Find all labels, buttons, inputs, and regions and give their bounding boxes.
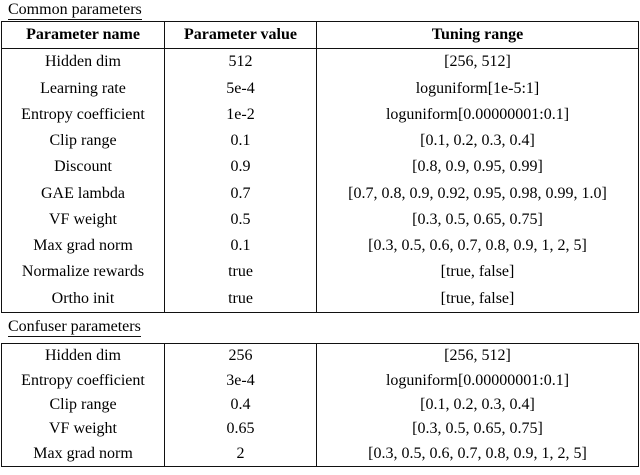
tuning-range-cell: [256, 512] — [316, 343, 639, 369]
tuning-range-cell: [0.8, 0.9, 0.95, 0.99] — [316, 154, 639, 181]
parameter-value-cell: 1e-2 — [164, 101, 317, 128]
table-row: Ortho init true [true, false] — [2, 285, 639, 313]
table-row: Discount 0.9 [0.8, 0.9, 0.95, 0.99] — [2, 154, 639, 181]
table-row: VF weight 0.5 [0.3, 0.5, 0.65, 0.75] — [2, 206, 639, 233]
tuning-range-cell: [0.1, 0.2, 0.3, 0.4] — [316, 392, 639, 418]
tuning-range-cell: [256, 512] — [316, 48, 639, 76]
parameter-name-cell: Hidden dim — [45, 53, 121, 71]
parameter-value-cell: true — [164, 259, 317, 286]
tuning-range-cell: loguniform[0.00000001:0.1] — [316, 101, 639, 128]
table-row: Max grad norm 0.1 [0.3, 0.5, 0.6, 0.7, 0… — [2, 232, 639, 260]
table-row: Normalize rewards true [true, false] — [2, 259, 639, 286]
parameter-name-cell: Clip range — [49, 395, 117, 413]
table-header-row: Parameter name Parameter value Tuning ra… — [1, 21, 639, 49]
tuning-range-cell: [0.3, 0.5, 0.65, 0.75] — [316, 417, 639, 442]
parameter-name-cell: Discount — [54, 158, 112, 176]
tuning-range-cell: [0.1, 0.2, 0.3, 0.4] — [316, 127, 639, 155]
parameter-name-cell: Entropy coefficient — [21, 105, 145, 123]
tuning-range-cell: loguniform[1e-5:1] — [316, 75, 639, 102]
parameter-name-cell: Max grad norm — [33, 444, 133, 462]
parameter-name-cell: Entropy coefficient — [21, 371, 145, 389]
parameter-value-cell: 0.4 — [164, 392, 317, 418]
tuning-range-cell: [0.7, 0.8, 0.9, 0.92, 0.95, 0.98, 0.99, … — [316, 180, 639, 207]
section-title-common-parameters: Common parameters — [8, 1, 142, 20]
column-header-tuning-range: Tuning range — [316, 21, 639, 49]
parameter-name-cell: Max grad norm — [33, 237, 133, 255]
parameter-value-cell: 3e-4 — [164, 368, 317, 393]
parameter-value-cell: 0.1 — [164, 127, 317, 155]
table-row: Clip range 0.4 [0.1, 0.2, 0.3, 0.4] — [2, 392, 639, 418]
section-title-confuser-parameters: Confuser parameters — [8, 318, 141, 337]
parameter-value-cell: 2 — [164, 441, 317, 467]
column-header-parameter-name: Parameter name — [1, 21, 165, 49]
table-row: Clip range 0.1 [0.1, 0.2, 0.3, 0.4] — [2, 127, 639, 155]
parameter-name-cell: VF weight — [49, 210, 117, 228]
parameter-value-cell: 0.1 — [164, 232, 317, 260]
tuning-range-cell: [true, false] — [316, 285, 639, 313]
parameter-name-cell: Normalize rewards — [21, 263, 145, 281]
common-parameters-table: Parameter name Parameter value Tuning ra… — [1, 21, 639, 313]
tuning-range-cell: loguniform[0.00000001:0.1] — [316, 368, 639, 393]
parameter-value-cell: 0.5 — [164, 206, 317, 233]
parameter-name-cell: VF weight — [49, 420, 117, 438]
table-row: Hidden dim 512 [256, 512] — [2, 48, 639, 76]
section-title-text: Common parameters — [8, 1, 142, 20]
parameter-value-cell: 5e-4 — [164, 75, 317, 102]
table-row: GAE lambda 0.7 [0.7, 0.8, 0.9, 0.92, 0.9… — [2, 180, 639, 207]
parameter-name-cell: Learning rate — [40, 79, 126, 97]
table-row: Max grad norm 2 [0.3, 0.5, 0.6, 0.7, 0.8… — [2, 441, 639, 467]
tuning-range-cell: [true, false] — [316, 259, 639, 286]
parameter-value-cell: 512 — [164, 48, 317, 76]
table-row: VF weight 0.65 [0.3, 0.5, 0.65, 0.75] — [2, 417, 639, 442]
parameter-value-cell: true — [164, 285, 317, 313]
parameter-value-cell: 0.65 — [164, 417, 317, 442]
parameter-value-cell: 0.7 — [164, 180, 317, 207]
table-row: Hidden dim 256 [256, 512] — [2, 343, 639, 369]
tuning-range-cell: [0.3, 0.5, 0.6, 0.7, 0.8, 0.9, 1, 2, 5] — [316, 441, 639, 467]
tuning-range-cell: [0.3, 0.5, 0.65, 0.75] — [316, 206, 639, 233]
parameter-name-cell: Clip range — [49, 132, 117, 150]
section-title-text: Confuser parameters — [8, 318, 141, 337]
parameter-name-cell: GAE lambda — [41, 184, 125, 202]
column-header-parameter-value: Parameter value — [164, 21, 317, 49]
table-row: Learning rate 5e-4 loguniform[1e-5:1] — [2, 75, 639, 102]
table-row: Entropy coefficient 1e-2 loguniform[0.00… — [2, 101, 639, 128]
parameter-value-cell: 0.9 — [164, 154, 317, 181]
table-row: Entropy coefficient 3e-4 loguniform[0.00… — [2, 368, 639, 393]
parameter-name-cell: Ortho init — [51, 289, 115, 307]
tuning-range-cell: [0.3, 0.5, 0.6, 0.7, 0.8, 0.9, 1, 2, 5] — [316, 232, 639, 260]
parameter-name-cell: Hidden dim — [45, 347, 121, 365]
confuser-parameters-table: Hidden dim 256 [256, 512] Entropy coeffi… — [1, 343, 639, 467]
parameter-value-cell: 256 — [164, 343, 317, 369]
